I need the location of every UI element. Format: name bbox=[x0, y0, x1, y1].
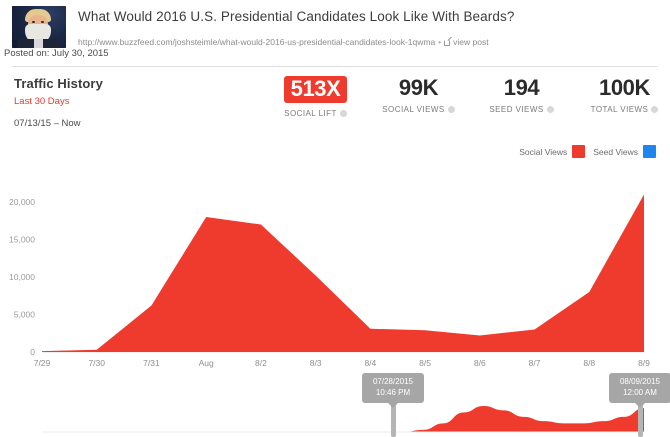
stat-total-views: 100K TOTAL VIEWS bbox=[573, 76, 670, 118]
svg-text:Aug: Aug bbox=[199, 358, 214, 368]
stat-social-views-value: 99K bbox=[398, 75, 439, 100]
stat-total-views-label: TOTAL VIEWS bbox=[573, 105, 670, 114]
post-url-row: http://www.buzzfeed.com/joshsteimle/what… bbox=[78, 37, 660, 47]
svg-text:7/31: 7/31 bbox=[143, 358, 160, 368]
legend-swatch-seed-views bbox=[643, 145, 656, 158]
timeline-brush[interactable]: 07/28/2015 10:46 PM 08/09/2015 12:00 AM bbox=[0, 370, 670, 437]
posted-on-text: Posted on: July 30, 2015 bbox=[4, 48, 109, 59]
brush-handle-right[interactable] bbox=[637, 400, 643, 437]
url-separator: • bbox=[438, 37, 442, 48]
stat-social-views-label-text: SOCIAL VIEWS bbox=[382, 105, 445, 115]
svg-text:5,000: 5,000 bbox=[14, 310, 36, 320]
svg-text:8/4: 8/4 bbox=[364, 358, 376, 368]
svg-text:8/7: 8/7 bbox=[529, 358, 541, 368]
info-icon[interactable] bbox=[546, 106, 554, 114]
stat-seed-views-label-text: SEED VIEWS bbox=[489, 105, 544, 115]
stat-seed-views-value: 194 bbox=[503, 75, 540, 100]
traffic-range-selector[interactable]: Last 30 Days bbox=[14, 96, 70, 107]
post-header: What Would 2016 U.S. Presidential Candid… bbox=[0, 0, 670, 48]
traffic-chart[interactable]: 0 5,000 10,000 15,000 20,000 7/29 7/30 7/31 Aug 8… bbox=[0, 165, 670, 370]
svg-text:8/9: 8/9 bbox=[638, 358, 650, 368]
stat-social-lift-label: SOCIAL LIFT bbox=[264, 109, 367, 118]
stat-social-views: 99K SOCIAL VIEWS bbox=[367, 76, 470, 118]
traffic-history-block: Traffic History Last 30 Days 07/13/15 – … bbox=[14, 76, 264, 129]
legend-label-social-views: Social Views bbox=[519, 146, 568, 157]
stat-seed-views: 194 SEED VIEWS bbox=[470, 76, 573, 118]
svg-text:7/30: 7/30 bbox=[88, 358, 105, 368]
svg-text:10,000: 10,000 bbox=[9, 272, 35, 282]
page-title: What Would 2016 U.S. Presidential Candid… bbox=[78, 9, 515, 24]
brush-tooltip-right: 08/09/2015 12:00 AM bbox=[609, 373, 670, 408]
legend-swatch-social-views bbox=[572, 145, 586, 158]
post-url[interactable]: http://www.buzzfeed.com/joshsteimle/what… bbox=[78, 37, 436, 48]
traffic-chart-svg[interactable]: 0 5,000 10,000 15,000 20,000 7/29 7/30 7/31 Aug 8… bbox=[0, 165, 670, 370]
brush-tooltip-right-time: 12:00 AM bbox=[623, 387, 657, 397]
minimap-svg[interactable] bbox=[0, 370, 670, 437]
svg-text:8/8: 8/8 bbox=[583, 358, 595, 368]
info-icon[interactable] bbox=[339, 110, 347, 118]
svg-text:8/3: 8/3 bbox=[310, 358, 322, 368]
brush-tooltip-left: 07/28/2015 10:46 PM bbox=[362, 373, 424, 408]
traffic-date-range: 07/13/15 – Now bbox=[14, 118, 81, 129]
stats-row: 513X SOCIAL LIFT 99K SOCIAL VIEWS 194 SE… bbox=[264, 76, 670, 118]
summary-row: Traffic History Last 30 Days 07/13/15 – … bbox=[0, 67, 670, 129]
stat-total-views-value: 100K bbox=[599, 75, 650, 100]
svg-text:20,000: 20,000 bbox=[9, 197, 35, 207]
legend-label-seed-views: Seed Views bbox=[593, 146, 638, 157]
post-thumbnail[interactable] bbox=[12, 6, 66, 48]
stat-seed-views-label: SEED VIEWS bbox=[470, 105, 573, 114]
brush-tooltip-left-time: 10:46 PM bbox=[375, 387, 411, 397]
traffic-history-title: Traffic History bbox=[14, 76, 103, 91]
stat-social-lift-label-text: SOCIAL LIFT bbox=[284, 109, 337, 119]
svg-text:7/29: 7/29 bbox=[34, 358, 51, 368]
external-link-icon bbox=[444, 40, 451, 47]
svg-text:15,000: 15,000 bbox=[9, 235, 35, 245]
view-post-label: view post bbox=[453, 37, 489, 48]
svg-text:8/2: 8/2 bbox=[255, 358, 267, 368]
stat-social-lift-value: 513X bbox=[283, 76, 348, 104]
svg-text:8/5: 8/5 bbox=[419, 358, 431, 368]
legend-item-social-views[interactable]: Social Views bbox=[519, 145, 586, 158]
stat-total-views-label-text: TOTAL VIEWS bbox=[590, 105, 649, 115]
chart-legend: Social Views Seed Views bbox=[519, 145, 656, 158]
brush-tooltip-left-date: 07/28/2015 bbox=[372, 377, 414, 386]
brush-handle-left[interactable] bbox=[390, 400, 396, 437]
stat-social-lift: 513X SOCIAL LIFT bbox=[264, 76, 367, 118]
svg-text:8/6: 8/6 bbox=[474, 358, 486, 368]
view-post-link[interactable]: view post bbox=[444, 37, 489, 48]
svg-text:0: 0 bbox=[30, 347, 35, 357]
legend-item-seed-views[interactable]: Seed Views bbox=[593, 145, 656, 158]
info-icon[interactable] bbox=[651, 106, 659, 114]
brush-tooltip-right-date: 08/09/2015 bbox=[619, 377, 661, 386]
header-divider bbox=[12, 66, 658, 67]
stat-social-views-label: SOCIAL VIEWS bbox=[367, 105, 470, 114]
info-icon[interactable] bbox=[447, 106, 455, 114]
